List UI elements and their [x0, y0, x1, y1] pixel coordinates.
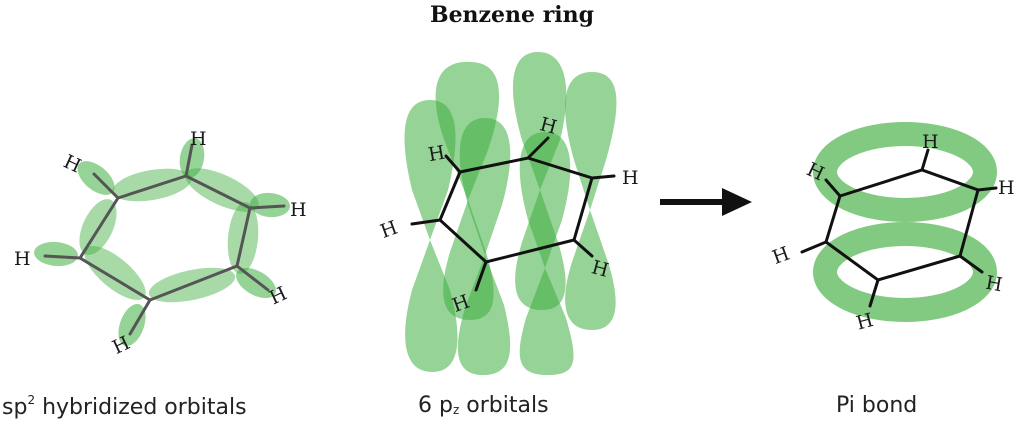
h-label: H [922, 131, 939, 153]
cc-sigma-lobe [185, 168, 259, 212]
caption-pz-rest: orbitals [459, 393, 549, 418]
pi-panel: H H H H H H [769, 122, 1015, 335]
caption-sp2-prefix: sp [2, 395, 28, 420]
h-label: H [622, 167, 639, 189]
sp2-panel: H H H H H H [14, 128, 307, 359]
pz-upper-lobe [459, 118, 511, 255]
caption-sp2-superscript: 2 [27, 393, 36, 407]
ch-bond [248, 204, 286, 210]
h-label: H [537, 113, 559, 139]
ch-bond [958, 254, 984, 274]
ch-bond [800, 240, 828, 254]
pi-ring-upper [813, 122, 997, 222]
h-label: H [290, 199, 307, 221]
caption-pz-subscript: z [452, 403, 460, 417]
reaction-arrow [660, 188, 752, 216]
pz-panel: H H H H H H [377, 52, 639, 375]
h-label: H [984, 272, 1004, 297]
ch-bond [572, 238, 594, 258]
caption-sp2: sp2 hybridized orbitals [2, 393, 247, 420]
ch-bond [526, 136, 550, 160]
ch-bond [868, 278, 880, 308]
ch-sigma-lobe [250, 192, 290, 218]
pz-lower-lobe [519, 268, 574, 375]
pz-lower-lobe [443, 200, 494, 320]
pz-upper-lobe [565, 72, 617, 210]
ch-bond [590, 174, 616, 180]
h-label: H [190, 128, 207, 150]
ch-bond [128, 298, 152, 336]
caption-pz: 6 pz orbitals [418, 393, 549, 418]
h-label: H [998, 177, 1015, 199]
h-label: H [377, 217, 400, 243]
pz-upper-lobe [404, 100, 456, 240]
diagram-title: Benzene ring [429, 2, 595, 28]
ch-bond [410, 218, 442, 226]
pi-ring-lower [813, 222, 997, 322]
ch-bond [444, 154, 462, 174]
ch-bond [920, 148, 930, 172]
caption-pz-prefix: 6 p [418, 393, 453, 418]
h-label: H [427, 142, 447, 167]
ch-sigma-lobe [179, 138, 205, 178]
ch-bond [474, 260, 488, 292]
h-label: H [854, 309, 876, 335]
ch-bond [92, 172, 120, 200]
ch-bond [184, 143, 194, 178]
h-label: H [769, 243, 792, 269]
ch-bond [43, 254, 82, 260]
pz-lower-lobe [515, 190, 566, 310]
pz-lower-lobe [565, 210, 616, 330]
caption-sp2-rest: hybridized orbitals [35, 395, 247, 420]
h-label: H [589, 256, 611, 282]
ch-bond [824, 178, 842, 198]
ch-sigma-lobe [34, 241, 78, 267]
h-label: H [14, 248, 31, 270]
ch-bond [235, 264, 270, 292]
caption-pi: Pi bond [836, 393, 918, 418]
ch-bond [976, 186, 998, 192]
pz-lower-lobe [405, 240, 458, 372]
h-label: H [449, 291, 472, 317]
ch-sigma-lobe [118, 303, 146, 347]
ch-sigma-lobe [236, 267, 276, 299]
